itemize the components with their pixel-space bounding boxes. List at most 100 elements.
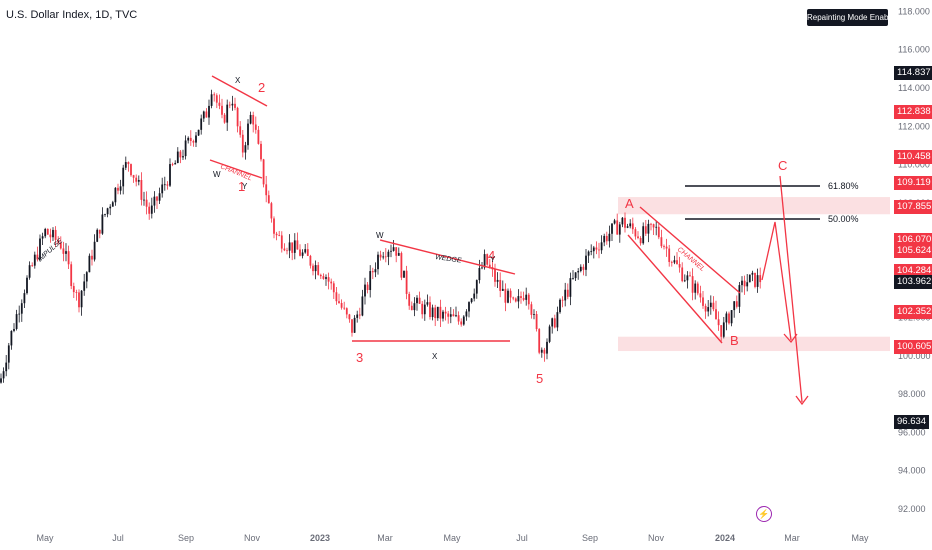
candle-body: [426, 302, 429, 305]
candle-body: [351, 319, 353, 333]
candle-body: [608, 233, 611, 242]
candle-body: [637, 236, 639, 239]
candle-body: [288, 242, 291, 251]
candle-body: [473, 293, 476, 299]
time-tick: May: [443, 533, 461, 543]
candle-body: [743, 280, 746, 287]
candle-body: [312, 265, 314, 272]
candle-body: [338, 301, 340, 304]
candle-body: [384, 256, 387, 258]
lightning-icon[interactable]: ⚡: [756, 506, 772, 522]
candle-body: [704, 305, 707, 312]
candle-body: [176, 151, 179, 163]
candle-body: [325, 277, 327, 279]
candle-body: [254, 124, 257, 130]
candle-body: [208, 105, 210, 118]
candle-body: [36, 254, 39, 260]
candle-body: [530, 304, 533, 315]
price-tick: 114.000: [898, 83, 930, 93]
candle-body: [309, 255, 312, 266]
price-tick: 112.000: [898, 121, 930, 131]
candle-body: [111, 202, 114, 207]
candle-body: [455, 315, 457, 317]
candle-body: [88, 255, 91, 273]
sub-label: Y: [242, 182, 248, 191]
candle-body: [286, 250, 288, 252]
candle-body: [192, 141, 195, 143]
candle-body: [647, 223, 650, 234]
time-axis: May Jul Sep Nov 2023 Mar May Jul Sep Nov 2024 Mar Ma…: [36, 533, 869, 543]
candle-body: [301, 252, 304, 256]
candle-body: [163, 184, 166, 186]
candle-body: [395, 247, 398, 256]
candle-body: [260, 143, 262, 160]
candle-body: [751, 272, 754, 275]
price-label: 107.855: [894, 200, 932, 214]
candle-body: [587, 251, 590, 256]
time-tick: Mar: [377, 533, 393, 543]
candle-body: [2, 371, 5, 379]
candle-body: [174, 162, 177, 165]
candle-body: [689, 275, 691, 277]
candle-body: [696, 283, 699, 294]
price-zone: [618, 197, 890, 215]
candle-body: [49, 234, 52, 238]
candle-body: [665, 246, 668, 249]
candle-body: [735, 301, 738, 307]
candle-body: [605, 235, 608, 242]
candle-body: [642, 226, 645, 244]
candle-body: [335, 292, 338, 302]
candle-body: [746, 282, 749, 287]
candle-body: [340, 303, 343, 308]
price-tick: 100.000: [898, 351, 931, 361]
candle-body: [660, 237, 663, 247]
candle-body: [574, 272, 577, 279]
sub-label: W: [213, 170, 221, 179]
candle-body: [434, 307, 437, 319]
candle-body: [486, 254, 489, 265]
candle-body: [122, 167, 125, 187]
candle-body: [504, 288, 507, 303]
candle-body: [223, 114, 226, 123]
time-tick: Sep: [582, 533, 598, 543]
candle-body: [83, 281, 86, 291]
candle-body: [686, 275, 689, 281]
candle-body: [137, 179, 140, 182]
candle-body: [681, 267, 684, 282]
candle-body: [0, 378, 2, 383]
candle-body: [595, 247, 598, 250]
sub-label: Y: [490, 255, 496, 264]
drawings: [209, 75, 820, 406]
time-tick: Jul: [112, 533, 124, 543]
price-tick: 118.000: [898, 6, 930, 16]
candle-body: [91, 255, 93, 260]
candle-body: [98, 229, 101, 234]
repainting-mode-badge[interactable]: Repainting Mode Enabled: [807, 9, 888, 26]
candle-body: [447, 313, 450, 317]
candle-body: [33, 254, 36, 266]
candle-body: [673, 260, 676, 263]
candle-body: [41, 236, 44, 239]
price-label: 112.838: [894, 105, 932, 119]
candle-body: [377, 254, 379, 270]
candle-body: [613, 220, 616, 224]
candle-body: [533, 314, 535, 315]
candle-body: [738, 285, 741, 307]
candle-body: [252, 114, 255, 125]
candle-body: [267, 195, 270, 204]
candle-body: [26, 277, 28, 294]
candle-body: [390, 250, 392, 252]
candle-body: [475, 280, 478, 294]
candle-body: [127, 162, 130, 165]
candle-body: [691, 276, 694, 293]
price-label: 105.624: [894, 244, 932, 258]
candle-body: [462, 316, 465, 325]
candle-body: [13, 328, 15, 331]
candle-body: [166, 184, 169, 186]
candle-body: [275, 233, 278, 236]
candle-body: [169, 164, 171, 186]
candle-body: [657, 226, 660, 238]
candle-body: [507, 290, 509, 303]
candle-body: [621, 217, 624, 225]
